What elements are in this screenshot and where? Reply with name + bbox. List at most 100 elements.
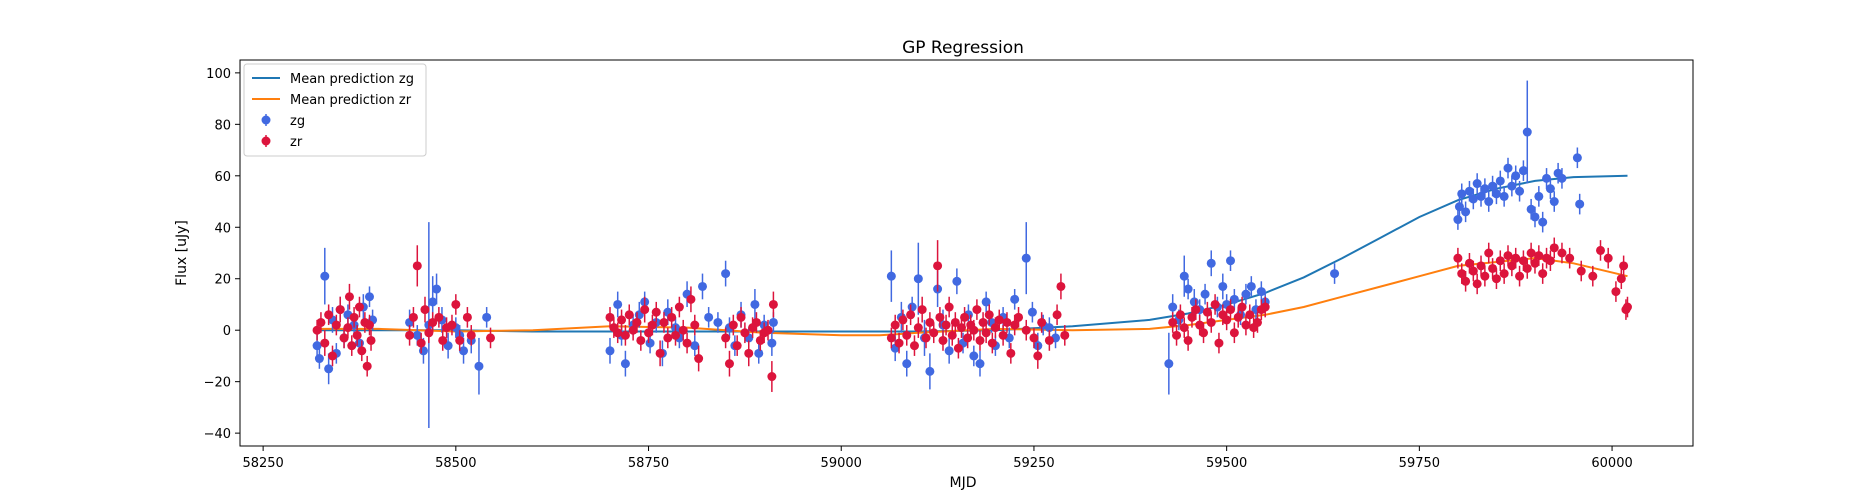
marker [428,297,438,307]
marker [1246,281,1256,291]
marker [1021,253,1031,263]
marker [314,354,324,364]
marker [1575,199,1585,209]
marker [1206,258,1216,268]
data-point-zg [1549,191,1559,212]
data-point-zr [1499,263,1509,284]
marker [1526,248,1536,258]
data-point-zr [352,325,362,346]
marker [1545,184,1555,194]
data-point-zr [909,335,919,356]
data-point-zr [767,361,777,392]
data-point-zr [655,340,665,367]
y-tick-label: 40 [214,221,231,236]
data-point-zr [1576,260,1586,282]
marker [898,315,908,325]
data-point-zr [1199,322,1209,344]
data-point-zr [998,325,1008,346]
marker [994,315,1004,325]
data-point-zr [1468,260,1478,282]
marker [1542,173,1552,183]
data-point-zr [1214,332,1224,354]
data-point-zr [690,314,700,336]
data-point-zg [1200,283,1210,305]
data-point-zg [1575,193,1585,215]
marker [682,338,692,348]
data-point-zr [682,332,692,354]
data-point-zr [335,296,345,323]
data-point-zr [763,319,773,341]
data-point-zg [324,353,334,385]
data-point-zr [1168,312,1178,333]
data-point-zg [613,291,623,318]
marker [1507,261,1517,271]
data-point-zr [902,325,912,346]
marker [704,312,714,322]
marker [1195,320,1205,330]
marker [312,325,322,335]
data-point-zg [1246,276,1256,297]
data-point-zg [1530,206,1540,228]
marker [713,317,723,327]
marker [1476,191,1486,201]
data-point-zg [767,330,777,356]
data-point-zr [1534,245,1544,266]
data-point-zr [1476,255,1486,277]
data-point-zr [1179,317,1189,338]
marker [405,330,415,340]
marker [645,338,655,348]
data-point-zr [1233,307,1243,328]
marker [921,333,931,343]
data-point-zg [1226,250,1236,272]
data-point-zr [408,307,418,328]
marker [486,333,496,343]
marker [1060,330,1070,340]
marker [1229,328,1239,338]
marker [938,335,948,345]
data-point-zr [1588,265,1598,287]
marker [651,307,661,317]
y-axis-label: Flux [uJy] [174,220,190,286]
data-point-zr [1014,307,1024,328]
data-point-zr [1183,330,1193,351]
marker [1164,359,1174,369]
marker [354,338,364,348]
marker [420,305,430,315]
marker [1484,248,1494,258]
marker [1484,197,1494,207]
marker [320,338,330,348]
data-point-zg [697,273,707,300]
data-point-zr [978,312,988,333]
data-point-zr [929,322,939,344]
data-point-zg [1229,289,1239,310]
marker [1461,276,1471,286]
marker [721,333,731,343]
data-point-zr [447,314,457,336]
marker [343,323,353,333]
marker [998,330,1008,340]
data-point-zr [975,330,985,351]
marker [728,320,738,330]
marker [978,317,988,327]
data-point-zr [343,317,353,338]
y-tick-label: 60 [214,170,231,185]
data-point-zg [620,350,630,377]
marker [412,330,422,340]
marker [620,330,630,340]
marker [1252,317,1262,327]
marker [1245,310,1255,320]
marker [1511,253,1521,263]
marker [913,323,923,333]
marker [663,333,673,343]
marker [451,299,461,309]
marker [1029,333,1039,343]
data-point-zg [432,273,442,305]
data-point-zg [981,291,991,313]
marker [981,328,991,338]
marker [312,341,322,351]
legend-label-mean-zr: Mean prediction zr [290,93,412,108]
marker [1480,271,1490,281]
marker [357,346,367,356]
marker [1044,335,1054,345]
marker [686,294,696,304]
